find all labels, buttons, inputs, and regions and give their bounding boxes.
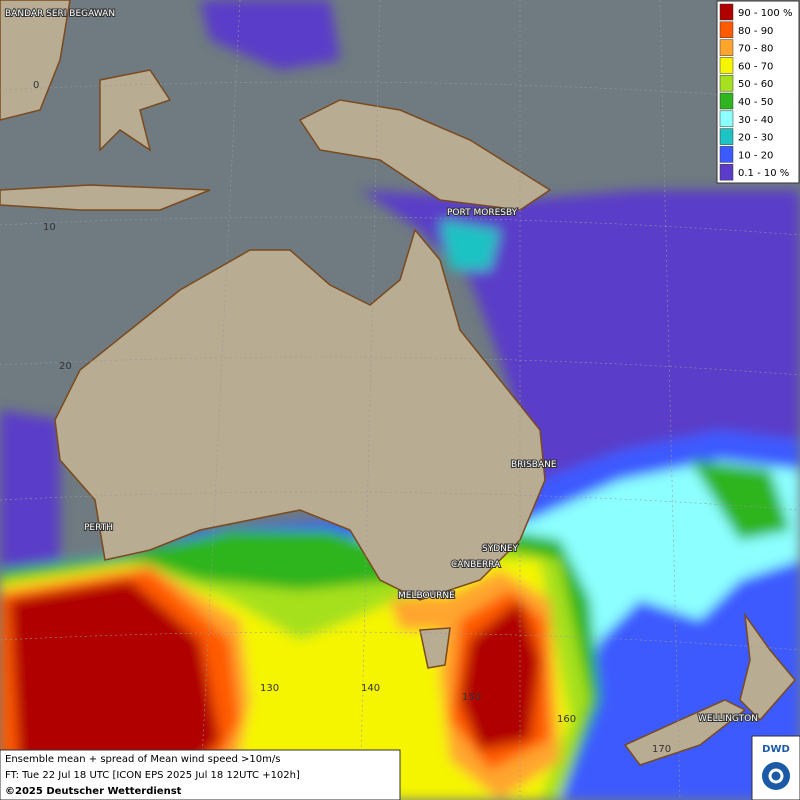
- footer-title: Ensemble mean + spread of Mean wind spee…: [5, 754, 280, 765]
- legend-label: 50 - 60: [738, 79, 773, 90]
- legend-label: 70 - 80: [738, 44, 773, 55]
- grid-label: 150: [462, 692, 481, 703]
- legend-label: 10 - 20: [738, 150, 773, 161]
- grid-label: 160: [557, 714, 576, 725]
- logo-text: DWD: [762, 744, 790, 755]
- city-label: SYDNEY: [482, 544, 519, 554]
- legend-label: 0.1 - 10 %: [738, 168, 789, 179]
- legend-swatch: [719, 163, 734, 181]
- footer-time: FT: Tue 22 Jul 18 UTC [ICON EPS 2025 Jul…: [5, 770, 300, 781]
- legend-label: 60 - 70: [738, 61, 773, 72]
- legend-swatch: [719, 3, 734, 21]
- city-label: BANDAR SERI BEGAWAN: [5, 9, 115, 19]
- legend-label: 80 - 90: [738, 26, 773, 37]
- labels: BANDAR SERI BEGAWAN PORT MORESBY BRISBANE S…: [4, 8, 759, 755]
- legend-label: 40 - 50: [738, 97, 773, 108]
- logo-swirl: [768, 768, 784, 784]
- land: [0, 0, 796, 766]
- grid-label: 170: [652, 744, 671, 755]
- legend-swatch: [719, 39, 734, 56]
- legend-label: 30 - 40: [738, 115, 773, 126]
- legend-swatch: [719, 110, 734, 128]
- grid-label: 10: [43, 222, 56, 233]
- footer-copyright: ©2025 Deutscher Wetterdienst: [5, 786, 182, 797]
- legend: 90 - 100 % 80 - 90 70 - 80 60 - 70 50 - 60 40…: [716, 0, 800, 184]
- legend-swatch: [719, 128, 734, 145]
- legend-swatch: [719, 146, 734, 163]
- legend-swatch: [719, 57, 734, 74]
- city-label: WELLINGTON: [698, 714, 758, 724]
- grid-label: 130: [260, 683, 279, 694]
- grid-label: 140: [361, 683, 380, 694]
- grid-label: 20: [59, 361, 72, 372]
- footer-box: [0, 749, 401, 800]
- city-label: PERTH: [84, 523, 113, 533]
- city-label: PORT MORESBY: [447, 208, 518, 218]
- legend-label: 20 - 30: [738, 133, 773, 144]
- city-label: MELBOURNE: [398, 591, 455, 601]
- city-label: BRISBANE: [511, 460, 557, 470]
- legend-swatch: [719, 74, 734, 92]
- legend-swatch: [719, 21, 734, 39]
- city-label: CANBERRA: [451, 560, 501, 570]
- grid-label: 0: [33, 80, 39, 91]
- logo-icon: [762, 762, 790, 790]
- legend-swatch: [719, 92, 734, 110]
- legend-label: 90 - 100 %: [738, 8, 792, 19]
